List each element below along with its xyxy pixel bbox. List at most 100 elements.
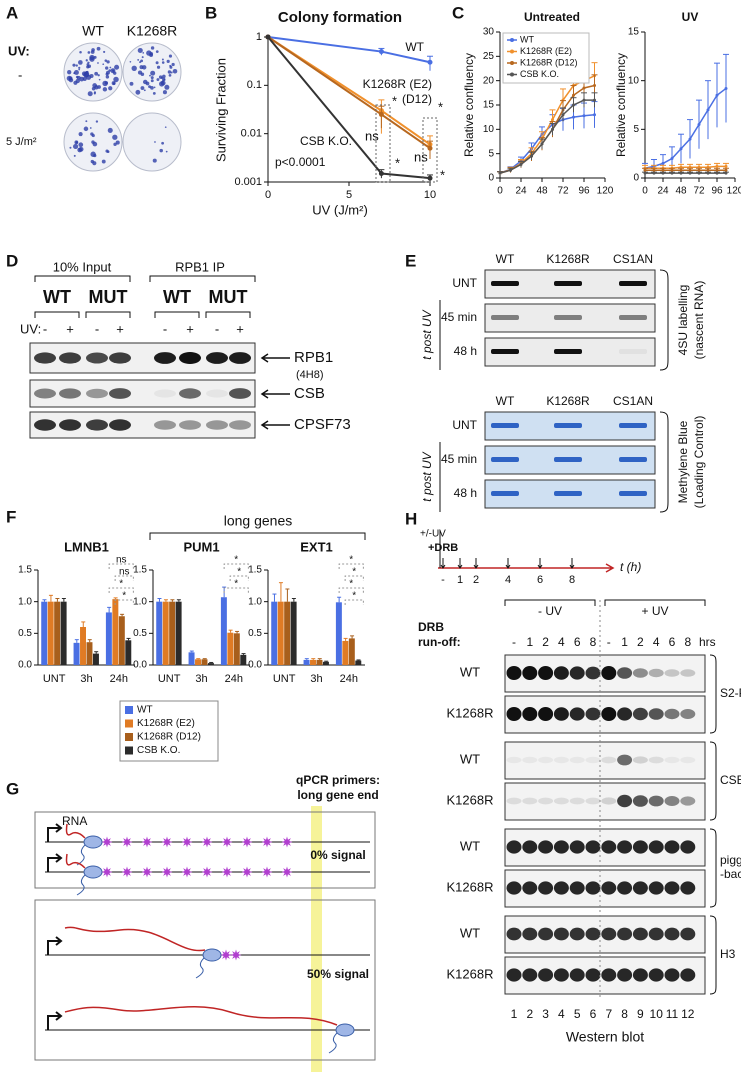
blot-band — [617, 667, 633, 679]
group-bracket — [34, 275, 256, 282]
gel-band — [491, 349, 519, 354]
colony — [161, 141, 165, 145]
modification-star — [121, 836, 133, 848]
diagram-box — [34, 899, 376, 1061]
genotype-label: WT — [460, 664, 480, 679]
gel-band — [491, 315, 519, 320]
colony — [68, 77, 74, 83]
gel-band — [619, 281, 647, 286]
blot-band — [154, 389, 176, 398]
ctd-tail — [328, 1032, 338, 1054]
colony — [87, 61, 90, 64]
blot-band — [506, 881, 522, 895]
uv-state: + — [66, 321, 74, 336]
legend-box — [119, 700, 219, 762]
colony — [86, 65, 90, 69]
colony — [78, 142, 84, 148]
blot-band — [632, 840, 648, 854]
blot-band — [553, 666, 569, 680]
blot-band — [538, 707, 554, 721]
colony — [154, 141, 156, 143]
lane-label: 8 — [684, 635, 691, 649]
colony — [87, 51, 91, 54]
y-tick-label: 1.0 — [18, 596, 32, 607]
antibody-label: -bac — [720, 867, 741, 881]
blot-band — [34, 352, 56, 364]
lane-number: 4 — [558, 1007, 565, 1021]
data-point — [378, 170, 384, 176]
data-point — [265, 34, 271, 40]
y-tick-label: 0.5 — [248, 628, 262, 639]
colony — [96, 46, 101, 51]
colony — [140, 86, 145, 90]
colony — [114, 64, 120, 70]
colony — [131, 65, 137, 71]
significance-bracket — [108, 563, 134, 569]
colony — [72, 63, 76, 67]
timeline-arrow — [569, 558, 575, 569]
bar — [271, 601, 278, 665]
data-point — [427, 59, 433, 65]
blot-band — [553, 756, 569, 764]
chart-title: Untreated — [524, 10, 580, 24]
x-tick-label: 0 — [497, 186, 503, 197]
timeline-arrow — [457, 558, 463, 569]
lane-label: 8 — [590, 635, 597, 649]
band-label: CPSF73 — [294, 416, 351, 433]
x-tick-label: 0 — [265, 189, 271, 201]
bar — [73, 642, 80, 665]
legend-label: CSB K.O. — [137, 745, 180, 756]
promoter-arrow — [47, 936, 63, 955]
ctd-tail — [195, 957, 205, 979]
blot-band — [585, 707, 601, 721]
blot-band — [506, 756, 522, 764]
colony — [97, 62, 99, 64]
promoter-arrow — [47, 823, 63, 842]
data-point — [697, 171, 701, 175]
x-tick-label: 3h — [310, 673, 322, 685]
blot-band — [601, 797, 617, 805]
x-tick-label: 3h — [195, 673, 207, 685]
x-tick-label: 48 — [536, 186, 548, 197]
colony — [102, 63, 105, 66]
data-point — [724, 86, 728, 90]
colony — [159, 81, 165, 87]
data-point — [582, 98, 586, 102]
x-tick-label: 24h — [225, 673, 243, 685]
bar — [316, 659, 323, 665]
blot-band — [648, 881, 664, 895]
colony — [75, 78, 80, 84]
blot-band — [59, 419, 81, 431]
significance-label: ns — [116, 555, 127, 566]
colony — [172, 68, 178, 74]
bar — [125, 640, 132, 665]
blot-band — [538, 927, 554, 941]
x-tick-label: UNT — [43, 673, 66, 685]
blot-band — [569, 707, 585, 721]
blot-band — [680, 669, 696, 677]
blot-band — [632, 927, 648, 941]
bar — [156, 601, 163, 665]
series-label: WT — [405, 40, 424, 54]
panel-letter: B — [205, 3, 217, 22]
ctd-tail — [76, 844, 86, 866]
colony — [129, 60, 132, 63]
blot-band — [585, 666, 601, 680]
blot-band — [538, 756, 554, 764]
colony — [89, 127, 92, 129]
genotype-label: K1268R — [127, 23, 178, 39]
gel-band — [554, 315, 582, 320]
blot-band — [553, 881, 569, 895]
genotype-label: K1268R — [447, 792, 494, 807]
data-point — [509, 168, 512, 172]
column-label: WT — [496, 394, 515, 408]
row-label: 45 min — [441, 310, 477, 324]
blot-band — [664, 669, 680, 677]
genotype-label: WT — [460, 751, 480, 766]
panel-letter: D — [6, 251, 18, 270]
bar — [201, 659, 208, 665]
ctd-tail — [76, 874, 86, 896]
lane-label: - — [607, 635, 611, 649]
colony — [168, 54, 173, 58]
band-label: (4H8) — [296, 369, 324, 381]
